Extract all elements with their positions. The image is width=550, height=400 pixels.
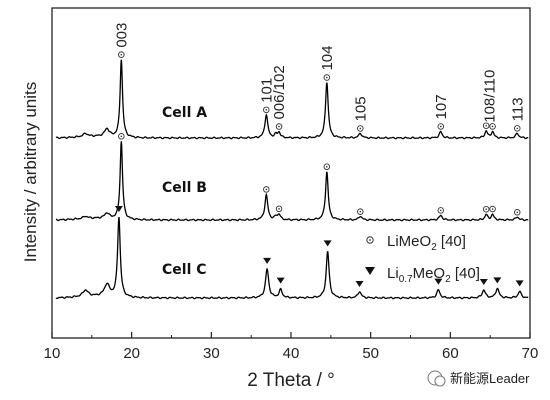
peak-label: 107 [433, 94, 450, 119]
limeo2-circle-marker-dot [516, 127, 519, 130]
peak-label: 101 [258, 78, 275, 103]
peak-label: 113 [509, 97, 526, 121]
legend-triangle-icon [365, 267, 375, 275]
limeo2-circle-marker-dot [278, 208, 280, 210]
x-tick-label: 70 [522, 345, 539, 362]
series-label-cell-b: Cell B [162, 180, 207, 196]
li07meo2-triangle-marker [114, 205, 123, 212]
series-label-cell-a: Cell A [162, 105, 207, 121]
series-label-cell-c: Cell C [162, 262, 207, 278]
li07meo2-triangle-marker [323, 240, 332, 247]
legend-circle-icon-dot [369, 239, 371, 241]
peak-label: 104 [319, 46, 336, 71]
trace-cell-c [55, 216, 529, 300]
legend-circle-icon [366, 236, 374, 244]
trace-cell-a [55, 59, 529, 140]
limeo2-circle-marker-dot [359, 210, 362, 213]
peak-markers [114, 51, 524, 287]
wechat-logo-icon-inner [434, 375, 446, 387]
x-axis-ticks: 10 20 30 40 50 60 70 [44, 332, 539, 362]
limeo2-circle-marker-dot [491, 208, 494, 210]
limeo2-circle-marker-dot [485, 208, 487, 211]
limeo2-circle-marker-dot [278, 125, 280, 128]
peak-label: 108/110 [481, 70, 498, 123]
x-tick-label: 50 [362, 345, 379, 362]
legend: LiMeO2 [40] Li0.7MeO2 [40] [365, 233, 480, 285]
x-tick-label: 60 [442, 345, 459, 362]
peak-label: 105 [352, 96, 369, 121]
peak-label: 003 [113, 23, 130, 48]
limeo2-circle-marker-dot [439, 125, 442, 128]
li07meo2-triangle-marker [276, 277, 285, 284]
x-tick-label: 30 [203, 345, 220, 362]
x-tick-label: 20 [123, 345, 140, 362]
legend-label-li07meo2: Li0.7MeO2 [40] [387, 265, 480, 285]
y-axis-label: Intensity / arbitrary units [21, 82, 40, 262]
x-tick-label: 40 [283, 345, 300, 362]
limeo2-circle-marker-dot [265, 109, 268, 111]
limeo2-circle-marker-dot [439, 209, 442, 212]
limeo2-circle-marker-dot [359, 127, 362, 130]
xrd-traces [55, 59, 529, 300]
limeo2-circle-marker-dot [326, 165, 328, 168]
legend-label-limeo2: LiMeO2 [40] [387, 233, 466, 253]
limeo2-circle-marker-dot [516, 211, 519, 214]
x-axis-label: 2 Theta / ° [247, 370, 335, 391]
li07meo2-triangle-marker [355, 280, 364, 287]
limeo2-circle-marker-dot [120, 53, 123, 56]
peak-label: 006/102 [271, 65, 288, 119]
li07meo2-triangle-marker [493, 277, 502, 284]
x-tick-label: 10 [44, 345, 61, 362]
limeo2-circle-marker-dot [265, 188, 268, 191]
limeo2-circle-marker-dot [491, 125, 494, 128]
li07meo2-triangle-marker [434, 278, 443, 285]
limeo2-circle-marker-dot [485, 124, 487, 127]
limeo2-circle-marker-dot [120, 135, 123, 138]
watermark: 新能源Leader [427, 370, 530, 387]
limeo2-circle-marker-dot [326, 76, 328, 79]
li07meo2-triangle-marker [515, 280, 524, 287]
li07meo2-triangle-marker [479, 279, 488, 286]
watermark-text: 新能源Leader [450, 371, 530, 386]
li07meo2-triangle-marker [263, 257, 272, 264]
trace-cell-b [55, 141, 529, 222]
